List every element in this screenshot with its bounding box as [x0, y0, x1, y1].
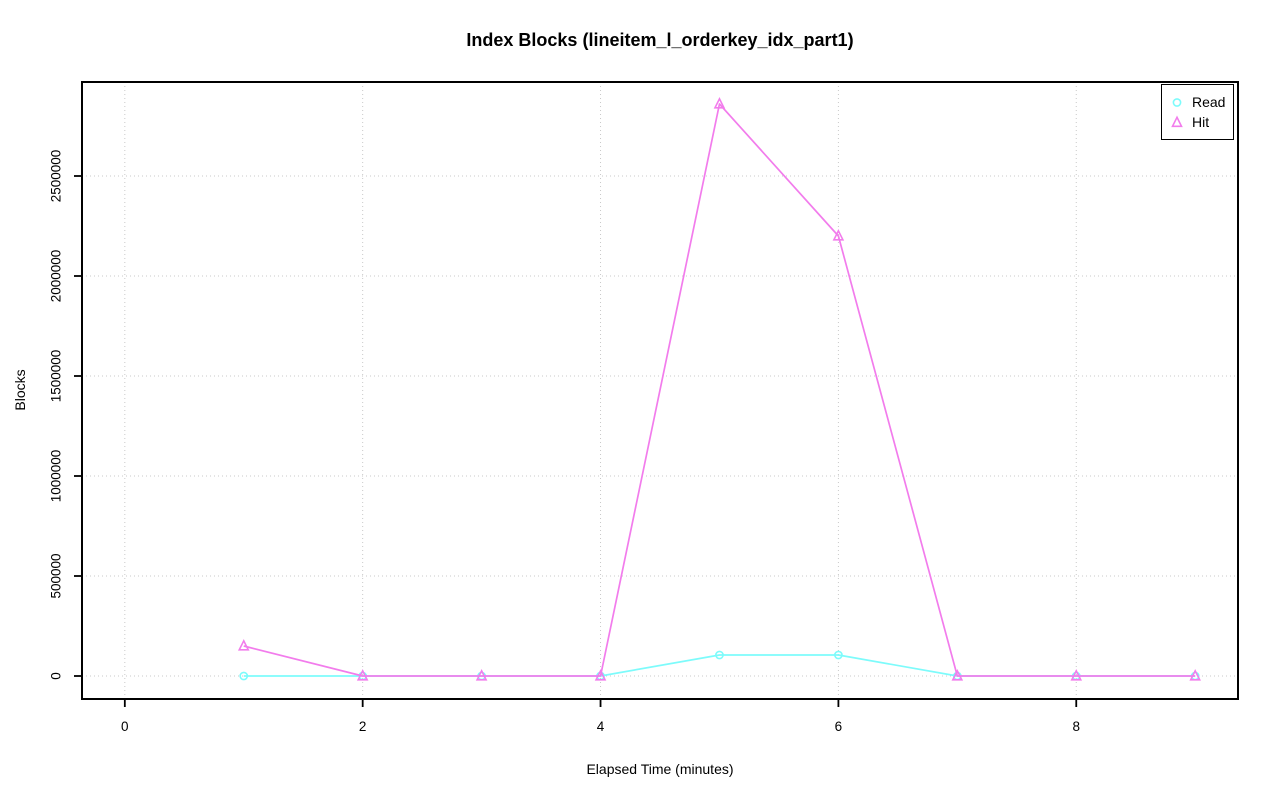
y-axis-label: Blocks [12, 369, 28, 411]
svg-text:1500000: 1500000 [49, 350, 64, 403]
legend-label-hit: Hit [1192, 114, 1210, 130]
svg-text:8: 8 [1072, 719, 1080, 734]
legend: Read Hit [1161, 84, 1234, 140]
svg-text:6: 6 [835, 719, 843, 734]
chart-title: Index Blocks (lineitem_l_orderkey_idx_pa… [466, 30, 854, 50]
legend-item-hit: Hit [1170, 114, 1233, 130]
svg-text:1000000: 1000000 [49, 450, 64, 503]
svg-text:0: 0 [121, 719, 129, 734]
svg-text:4: 4 [597, 719, 605, 734]
svg-text:2000000: 2000000 [49, 250, 64, 303]
x-axis-label: Elapsed Time (minutes) [586, 761, 734, 777]
svg-text:0: 0 [49, 672, 64, 680]
legend-item-read: Read [1170, 94, 1233, 110]
svg-text:2: 2 [359, 719, 367, 734]
svg-text:500000: 500000 [49, 553, 64, 598]
legend-label-read: Read [1192, 94, 1226, 110]
hit-triangle-icon [1170, 115, 1184, 129]
read-circle-icon [1170, 95, 1184, 109]
svg-text:2500000: 2500000 [49, 150, 64, 203]
